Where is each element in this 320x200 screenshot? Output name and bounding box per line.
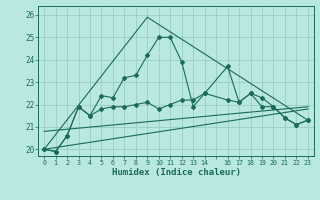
X-axis label: Humidex (Indice chaleur): Humidex (Indice chaleur)	[111, 168, 241, 177]
